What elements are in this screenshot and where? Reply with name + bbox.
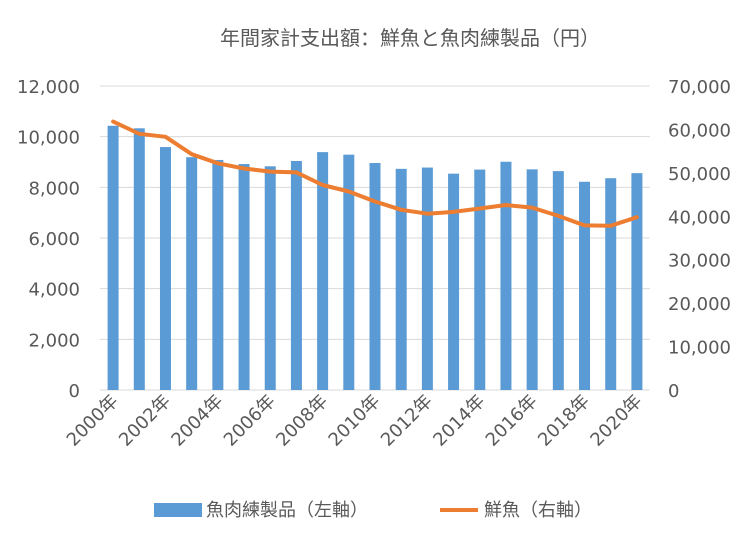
bar — [238, 164, 250, 390]
x-tick-label: 2004年 — [167, 391, 227, 451]
legend-label-line: 鮮魚（右軸） — [484, 500, 592, 521]
bar — [448, 173, 460, 390]
x-axis: 2000年2002年2004年2006年2008年2010年2012年2014年… — [63, 391, 647, 451]
left-tick-label: 8,000 — [28, 178, 80, 199]
bar — [343, 154, 355, 390]
bar — [290, 160, 302, 390]
x-tick-label: 2014年 — [429, 391, 489, 451]
right-tick-label: 60,000 — [668, 120, 731, 141]
left-tick-label: 12,000 — [17, 77, 80, 98]
x-tick-label: 2010年 — [325, 391, 385, 451]
bar — [369, 163, 381, 390]
x-tick-label: 2020年 — [586, 391, 646, 451]
chart-title: 年間家計支出額：鮮魚と魚肉練製品（円） — [220, 26, 600, 50]
bar — [605, 178, 617, 390]
right-tick-label: 0 — [668, 381, 679, 402]
right-tick-label: 50,000 — [668, 164, 731, 185]
bar — [395, 168, 407, 390]
legend-swatch-bar — [154, 503, 202, 517]
line-series-path — [111, 119, 639, 228]
bar-series — [107, 125, 643, 391]
bar — [107, 125, 119, 391]
line-series — [111, 119, 639, 228]
x-tick-label: 2018年 — [534, 391, 594, 451]
bar — [421, 167, 433, 390]
bar — [212, 159, 224, 390]
left-tick-label: 2,000 — [28, 330, 80, 351]
bar — [186, 157, 198, 390]
bar — [500, 161, 512, 390]
left-axis: 0 2,000 4,000 6,000 8,000 10,000 12,000 — [17, 77, 80, 402]
bar — [133, 128, 145, 390]
x-tick-label: 2006年 — [220, 391, 280, 451]
legend: 魚肉練製品（左軸） 鮮魚（右軸） — [154, 500, 592, 521]
left-tick-label: 6,000 — [28, 229, 80, 250]
bar — [579, 181, 591, 390]
right-tick-label: 40,000 — [668, 207, 731, 228]
bar — [474, 169, 486, 390]
bar — [526, 169, 538, 390]
right-tick-label: 70,000 — [668, 77, 731, 98]
bar — [552, 171, 564, 390]
x-tick-label: 2012年 — [377, 391, 437, 451]
bar — [317, 152, 329, 390]
bar — [631, 173, 643, 390]
legend-label-bar: 魚肉練製品（左軸） — [206, 500, 368, 521]
x-tick-label: 2016年 — [482, 391, 542, 451]
bar — [159, 147, 171, 390]
left-tick-label: 0 — [69, 381, 80, 402]
bar — [264, 166, 276, 390]
right-tick-label: 20,000 — [668, 294, 731, 315]
left-tick-label: 4,000 — [28, 280, 80, 301]
right-axis: 0 10,000 20,000 30,000 40,000 50,000 60,000 70,… — [668, 77, 731, 402]
left-tick-label: 10,000 — [17, 128, 80, 149]
x-tick-label: 2002年 — [115, 391, 175, 451]
right-tick-label: 10,000 — [668, 338, 731, 359]
right-tick-label: 30,000 — [668, 251, 731, 272]
x-tick-label: 2008年 — [272, 391, 332, 451]
